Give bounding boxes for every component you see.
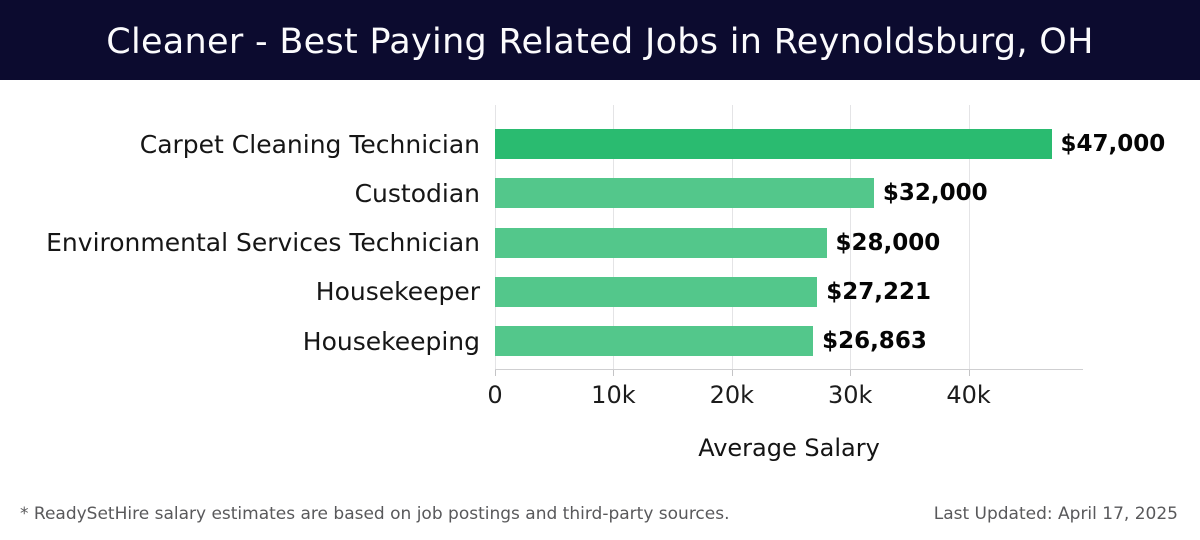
value-label: $26,863 [822, 328, 927, 354]
x-tick-label: 30k [827, 381, 873, 409]
x-axis-tick [850, 370, 852, 376]
header-banner: Cleaner - Best Paying Related Jobs in Re… [0, 0, 1200, 80]
value-label: $28,000 [835, 229, 941, 256]
footer: * ReadySetHire salary estimates are base… [20, 500, 1178, 528]
x-tick-label: 10k [591, 381, 636, 409]
plot-area [495, 105, 1083, 376]
x-axis-line [495, 369, 1083, 370]
gridline [850, 105, 852, 370]
value-label: $47,000 [1060, 131, 1166, 157]
value-label: $32,000 [882, 180, 988, 207]
bar [495, 276, 818, 307]
x-axis-title: Average Salary [698, 434, 880, 462]
bar [495, 129, 1052, 159]
category-label: Housekeeper [315, 277, 480, 307]
bar [495, 178, 874, 209]
x-axis-tick [613, 370, 615, 376]
x-axis-tick [968, 370, 970, 376]
x-axis-tick [731, 370, 733, 376]
x-tick-label: 20k [709, 381, 755, 409]
gridline [968, 105, 970, 370]
disclaimer-text: * ReadySetHire salary estimates are base… [20, 504, 730, 524]
category-label: Housekeeping [302, 326, 480, 356]
bar [495, 326, 814, 356]
category-label: Custodian [354, 178, 480, 208]
category-label: Environmental Services Technician [46, 228, 480, 257]
value-label: $27,221 [826, 278, 932, 305]
bar [495, 227, 827, 258]
page-title: Cleaner - Best Paying Related Jobs in Re… [106, 22, 1094, 62]
x-axis-tick [495, 370, 496, 376]
x-tick-label: 40k [946, 381, 991, 409]
last-updated-text: Last Updated: April 17, 2025 [933, 504, 1178, 524]
x-tick-label: 0 [487, 381, 503, 409]
category-label: Carpet Cleaning Technician [139, 129, 480, 159]
